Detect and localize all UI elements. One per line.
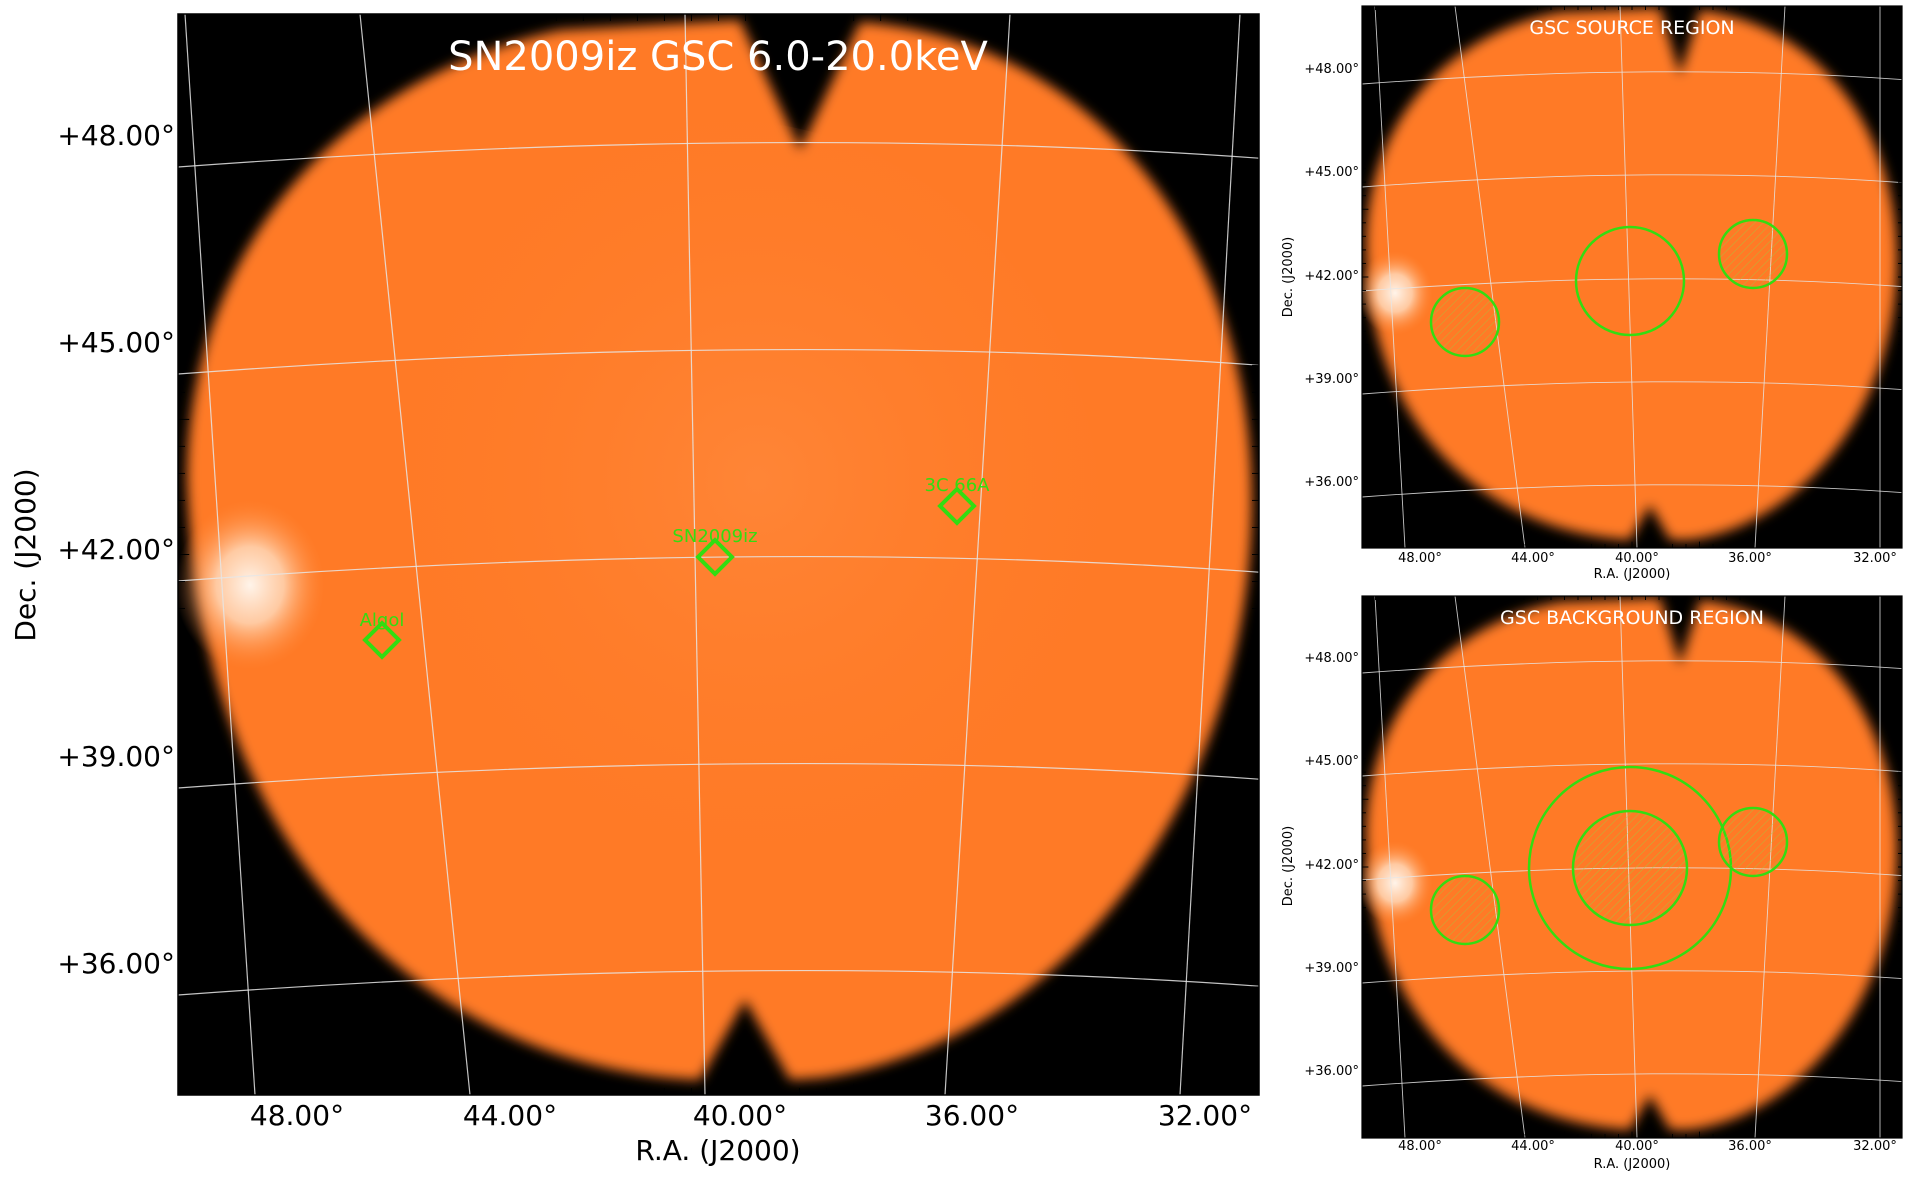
src-ra-tick-2: 44.00° [1511,551,1555,566]
dec-grid-line [1362,381,1902,395]
src-y-axis-title: Dec. (J2000) [1281,237,1296,317]
bkg-ra-tick-4: 36.00° [1728,1139,1772,1154]
ra-grid-line [1454,596,1526,1138]
bkg-inner-exclusion [1571,809,1689,927]
bkg-dec-tick-3: +42.00° [1304,858,1359,873]
dec-grid-line [1362,660,1902,674]
src-exclusion-3c66a [1717,218,1789,290]
bkg-dec-tick-2: +45.00° [1304,754,1359,769]
ra-grid-line [1374,596,1406,1138]
ra-grid-line [684,14,706,1095]
bkg-axis-ticks [1361,595,1903,1139]
src-exclusion-algol [1429,286,1501,358]
src-algol-glow [1362,251,1433,335]
main-dec-tick-5: +36.00° [57,947,175,980]
main-title: SN2009iz GSC 6.0-20.0keV [448,34,988,80]
source-marker-sn2009iz: SN2009iz [672,526,758,577]
ra-grid-line [1619,6,1638,548]
src-fov-disk [1366,8,1897,540]
bkg-x-axis-title: R.A. (J2000) [1594,1157,1671,1172]
src-ra-tick-5: 32.00° [1853,551,1897,566]
source-region-panel: GSC SOURCE REGION +48.00° +45.00° +42.00… [1281,5,1903,582]
main-dec-tick-4: +39.00° [57,740,175,773]
src-ra-tick-1: 48.00° [1398,551,1442,566]
dec-grid-line [178,555,1259,582]
source-marker-algol: Algol [360,610,405,660]
src-title: GSC SOURCE REGION [1529,17,1734,39]
src-dec-tick-5: +36.00° [1304,475,1359,490]
main-coordinate-grid [178,14,1259,1095]
main-diffuse-emission [340,120,1100,920]
dec-grid-line [178,969,1259,996]
main-x-axis-title: R.A. (J2000) [635,1134,800,1167]
src-dec-tick-4: +39.00° [1304,372,1359,387]
src-ra-tick-4: 36.00° [1728,551,1772,566]
main-image [178,14,1259,1095]
main-panel: SN2009iz GSC 6.0-20.0keV +48.00° +45.00°… [9,13,1260,1167]
bkg-dec-tick-4: +39.00° [1304,961,1359,976]
bkg-ra-tick-5: 32.00° [1853,1139,1897,1154]
bkg-image [1362,596,1902,1138]
src-image [1362,6,1902,548]
ra-grid-line [1454,6,1526,548]
main-dec-tick-2: +45.00° [57,326,175,359]
main-dec-tick-3: +42.00° [57,533,175,566]
ra-grid-line [944,14,1011,1095]
src-dec-tick-3: +42.00° [1304,269,1359,284]
main-algol-glow [178,500,325,670]
main-ra-tick-1: 48.00° [250,1099,344,1132]
ra-grid-line [184,14,256,1095]
src-dec-tick-2: +45.00° [1304,165,1359,180]
3c66a-diamond [937,486,977,526]
algol-diamond [362,620,402,660]
main-ra-tick-3: 40.00° [693,1099,787,1132]
ra-grid-line [359,14,471,1095]
bkg-exclusion-algol [1429,874,1501,946]
bkg-ra-tick-2: 44.00° [1511,1139,1555,1154]
bkg-title: GSC BACKGROUND REGION [1500,607,1764,629]
dec-grid-line [1362,484,1902,498]
bkg-ra-tick-1: 48.00° [1398,1139,1442,1154]
main-y-axis-title: Dec. (J2000) [9,468,42,641]
source-marker-3c66a: 3C 66A [925,475,991,526]
dec-grid-line [178,348,1259,375]
main-dec-tick-1: +48.00° [57,119,175,152]
algol-label: Algol [360,610,405,631]
dec-grid-line [178,762,1259,789]
3c66a-label: 3C 66A [925,475,991,496]
bkg-y-axis-title: Dec. (J2000) [1281,826,1296,906]
bkg-ra-tick-3: 40.00° [1615,1139,1659,1154]
bkg-dec-tick-1: +48.00° [1304,651,1359,666]
bkg-algol-glow [1362,841,1433,925]
dec-grid-line [1362,174,1902,188]
dec-grid-line [1362,71,1902,85]
background-region-panel: GSC BACKGROUND REGION +48.00° +45.00° +4… [1281,595,1903,1172]
ra-grid-line [1374,6,1406,548]
dec-grid-line [178,141,1259,168]
main-ra-tick-4: 36.00° [925,1099,1019,1132]
sn2009iz-label: SN2009iz [672,526,757,547]
src-ra-tick-3: 40.00° [1615,551,1659,566]
src-axis-ticks [1361,5,1903,549]
dec-grid-line [1362,1073,1902,1087]
dec-grid-line [1362,970,1902,984]
src-dec-tick-1: +48.00° [1304,62,1359,77]
bkg-exclusion-3c66a [1717,806,1789,878]
main-ra-tick-5: 32.00° [1158,1099,1252,1132]
main-axis-ticks [177,13,1260,1096]
bkg-dec-tick-5: +36.00° [1304,1064,1359,1079]
src-coordinate-grid [1362,6,1902,548]
src-source-circle [1574,225,1686,337]
sn2009iz-diamond [695,537,735,577]
dec-grid-line [1362,763,1902,777]
main-ra-tick-2: 44.00° [463,1099,557,1132]
src-x-axis-title: R.A. (J2000) [1594,567,1671,582]
dec-grid-line [1362,278,1902,292]
ra-grid-line [1179,14,1241,1095]
